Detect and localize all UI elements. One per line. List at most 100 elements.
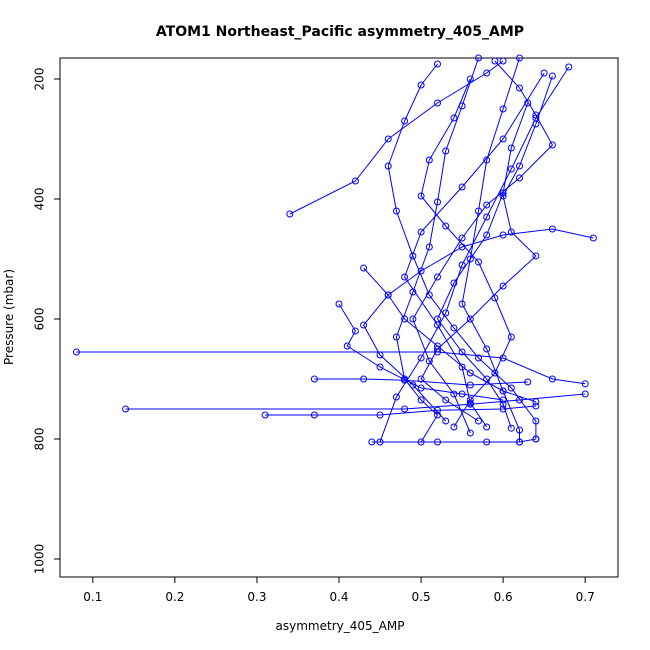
data-point bbox=[351, 327, 359, 335]
data-point bbox=[466, 75, 474, 83]
y-tick-label: 600 bbox=[33, 308, 47, 331]
data-point bbox=[458, 234, 466, 242]
data-point bbox=[581, 390, 589, 398]
data-point bbox=[483, 213, 491, 221]
data-point bbox=[417, 396, 425, 404]
profile-line bbox=[387, 63, 537, 439]
data-point bbox=[516, 174, 523, 182]
data-point bbox=[458, 348, 466, 356]
x-tick-label: 0.5 bbox=[412, 590, 431, 604]
data-point bbox=[401, 376, 409, 384]
data-point bbox=[434, 198, 441, 206]
profile-series bbox=[417, 75, 515, 431]
data-point bbox=[466, 255, 474, 263]
y-axis-label: Pressure (mbar) bbox=[2, 269, 16, 365]
data-point bbox=[532, 398, 540, 406]
profile-series bbox=[72, 348, 589, 388]
data-point bbox=[425, 291, 433, 299]
profile-series bbox=[458, 54, 523, 446]
data-point bbox=[434, 60, 441, 68]
data-point bbox=[392, 207, 400, 215]
data-point bbox=[458, 300, 466, 308]
data-point bbox=[475, 258, 482, 266]
data-point bbox=[351, 177, 359, 185]
data-point bbox=[516, 426, 523, 434]
data-point bbox=[450, 423, 458, 431]
profile-line bbox=[412, 60, 554, 434]
profile-line bbox=[338, 303, 504, 401]
data-point bbox=[581, 380, 589, 388]
data-point bbox=[516, 396, 523, 404]
data-point bbox=[122, 405, 130, 413]
x-tick-label: 0.6 bbox=[494, 590, 513, 604]
data-point bbox=[524, 378, 532, 386]
data-point bbox=[475, 54, 482, 62]
profile-line bbox=[436, 102, 529, 429]
data-point bbox=[532, 120, 540, 128]
data-point bbox=[72, 348, 80, 356]
plot-area bbox=[72, 54, 597, 446]
profile-series bbox=[417, 72, 556, 425]
data-point bbox=[491, 57, 499, 65]
data-point bbox=[401, 405, 409, 413]
data-point bbox=[483, 156, 491, 164]
data-point bbox=[483, 438, 491, 446]
data-point bbox=[466, 369, 474, 377]
data-point bbox=[417, 267, 425, 275]
data-point bbox=[425, 243, 433, 251]
data-point bbox=[392, 333, 400, 341]
data-point bbox=[442, 417, 450, 425]
profile-line bbox=[461, 57, 520, 442]
data-point bbox=[507, 424, 515, 432]
data-point bbox=[450, 390, 458, 398]
data-point bbox=[343, 342, 351, 350]
data-point bbox=[409, 252, 417, 260]
data-point bbox=[475, 207, 482, 215]
data-point bbox=[491, 369, 499, 377]
data-point bbox=[442, 147, 450, 155]
data-point bbox=[417, 375, 425, 383]
data-point bbox=[565, 63, 573, 71]
data-point bbox=[532, 402, 540, 410]
data-point bbox=[499, 387, 507, 395]
data-point bbox=[360, 321, 368, 329]
data-point bbox=[434, 99, 441, 107]
data-point bbox=[335, 300, 343, 308]
data-point bbox=[516, 84, 523, 92]
data-point bbox=[434, 273, 441, 281]
y-axis: 200 400 600 800 1000 bbox=[33, 68, 60, 574]
y-tick-label: 200 bbox=[33, 68, 47, 91]
data-point bbox=[483, 345, 491, 353]
data-point bbox=[499, 135, 507, 143]
data-point bbox=[376, 411, 384, 419]
data-point bbox=[384, 135, 392, 143]
profile-line bbox=[395, 57, 479, 443]
data-point bbox=[499, 57, 507, 65]
profile-series bbox=[384, 60, 540, 443]
data-point bbox=[401, 315, 409, 323]
data-point bbox=[417, 81, 425, 89]
data-point bbox=[499, 282, 507, 290]
profile-series bbox=[122, 390, 589, 413]
y-tick-label: 800 bbox=[33, 428, 47, 451]
data-point bbox=[507, 144, 515, 152]
data-point bbox=[368, 438, 376, 446]
data-point bbox=[483, 423, 491, 431]
chart-title: ATOM1 Northeast_Pacific asymmetry_405_AM… bbox=[156, 24, 524, 40]
data-point bbox=[540, 69, 548, 77]
data-point bbox=[483, 69, 491, 77]
data-point bbox=[409, 315, 417, 323]
data-point bbox=[548, 375, 556, 383]
data-point bbox=[589, 234, 597, 242]
data-point bbox=[516, 162, 523, 170]
profile-line bbox=[362, 228, 594, 422]
data-point bbox=[516, 438, 523, 446]
data-point bbox=[458, 183, 466, 191]
data-point bbox=[384, 291, 392, 299]
profile-line bbox=[265, 405, 536, 416]
x-tick-label: 0.3 bbox=[247, 590, 266, 604]
data-point bbox=[286, 210, 294, 218]
data-point bbox=[499, 192, 507, 200]
x-tick-label: 0.7 bbox=[576, 590, 595, 604]
profile-line bbox=[420, 78, 512, 428]
